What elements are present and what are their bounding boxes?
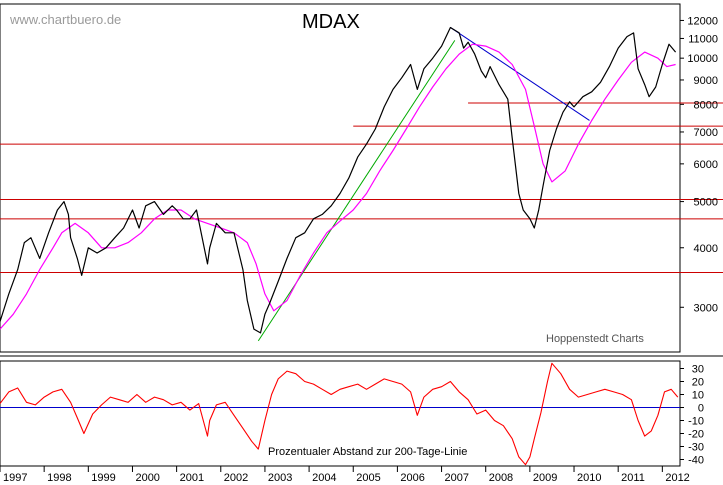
price-ytick-label: 10000	[687, 53, 718, 65]
xtick-label: 2007	[445, 472, 469, 484]
xtick-label: 2000	[135, 472, 159, 484]
oscillator-ytick-label: 30	[692, 364, 704, 376]
x-axis: 1997 1998 1999 2000 2001 2002 2003 2004 2005 2006…	[0, 466, 690, 484]
price-ytick-label: 4000	[694, 243, 718, 255]
oscillator-ytick-label: 10	[692, 390, 704, 402]
credit-label: Hoppenstedt Charts	[546, 333, 644, 345]
oscillator-ytick-label: 20	[692, 377, 704, 389]
oscillator-ytick-label: -20	[688, 429, 704, 441]
xtick-label: 1998	[47, 472, 71, 484]
price-ytick-label: 5000	[694, 197, 718, 209]
oscillator-ytick-label: -30	[688, 442, 704, 454]
xtick-label: 1997	[3, 472, 27, 484]
price-ytick-label: 11000	[688, 33, 718, 45]
moving-average-line	[0, 43, 676, 330]
price-ytick-label: 8000	[694, 99, 718, 111]
xtick-label: 2012	[665, 472, 689, 484]
price-plot-frame	[0, 3, 681, 353]
price-panel: www.chartbuero.de MDAX Hoppenstedt Chart…	[0, 3, 723, 353]
oscillator-ytick-label: -40	[688, 455, 704, 467]
oscillator-caption: Prozentualer Abstand zur 200-Tage-Linie	[268, 446, 467, 458]
price-ytick-label: 9000	[694, 75, 718, 87]
price-ytick-label: 12000	[687, 15, 718, 27]
xtick-label: 2001	[180, 472, 204, 484]
xtick-label: 2006	[400, 472, 424, 484]
trendline-7	[450, 27, 590, 121]
price-ytick-label: 7000	[694, 127, 718, 139]
xtick-label: 2010	[577, 472, 601, 484]
watermark: www.chartbuero.de	[9, 12, 121, 27]
xtick-label: 2011	[621, 472, 645, 484]
xtick-label: 2002	[224, 472, 248, 484]
xtick-label: 2003	[268, 472, 292, 484]
xtick-label: 2005	[356, 472, 380, 484]
oscillator-series-line	[0, 362, 679, 466]
trendline-6	[257, 40, 456, 342]
price-ytick-label: 3000	[694, 302, 718, 314]
oscillator-ytick-label: -10	[688, 416, 704, 428]
price-y-axis: 3000 4000 5000 6000 7000 8000 9000 10000 11000 12…	[680, 15, 718, 314]
xtick-label: 2004	[312, 472, 336, 484]
chart-title: MDAX	[302, 11, 360, 33]
oscillator-ytick-label: 0	[698, 403, 704, 415]
price-series-line	[0, 26, 677, 334]
xtick-label: 2008	[489, 472, 513, 484]
price-ytick-label: 6000	[694, 159, 718, 171]
xtick-label: 2009	[533, 472, 557, 484]
xtick-label: 1999	[91, 472, 115, 484]
oscillator-panel: Prozentualer Abstand zur 200-Tage-Linie …	[0, 360, 704, 467]
